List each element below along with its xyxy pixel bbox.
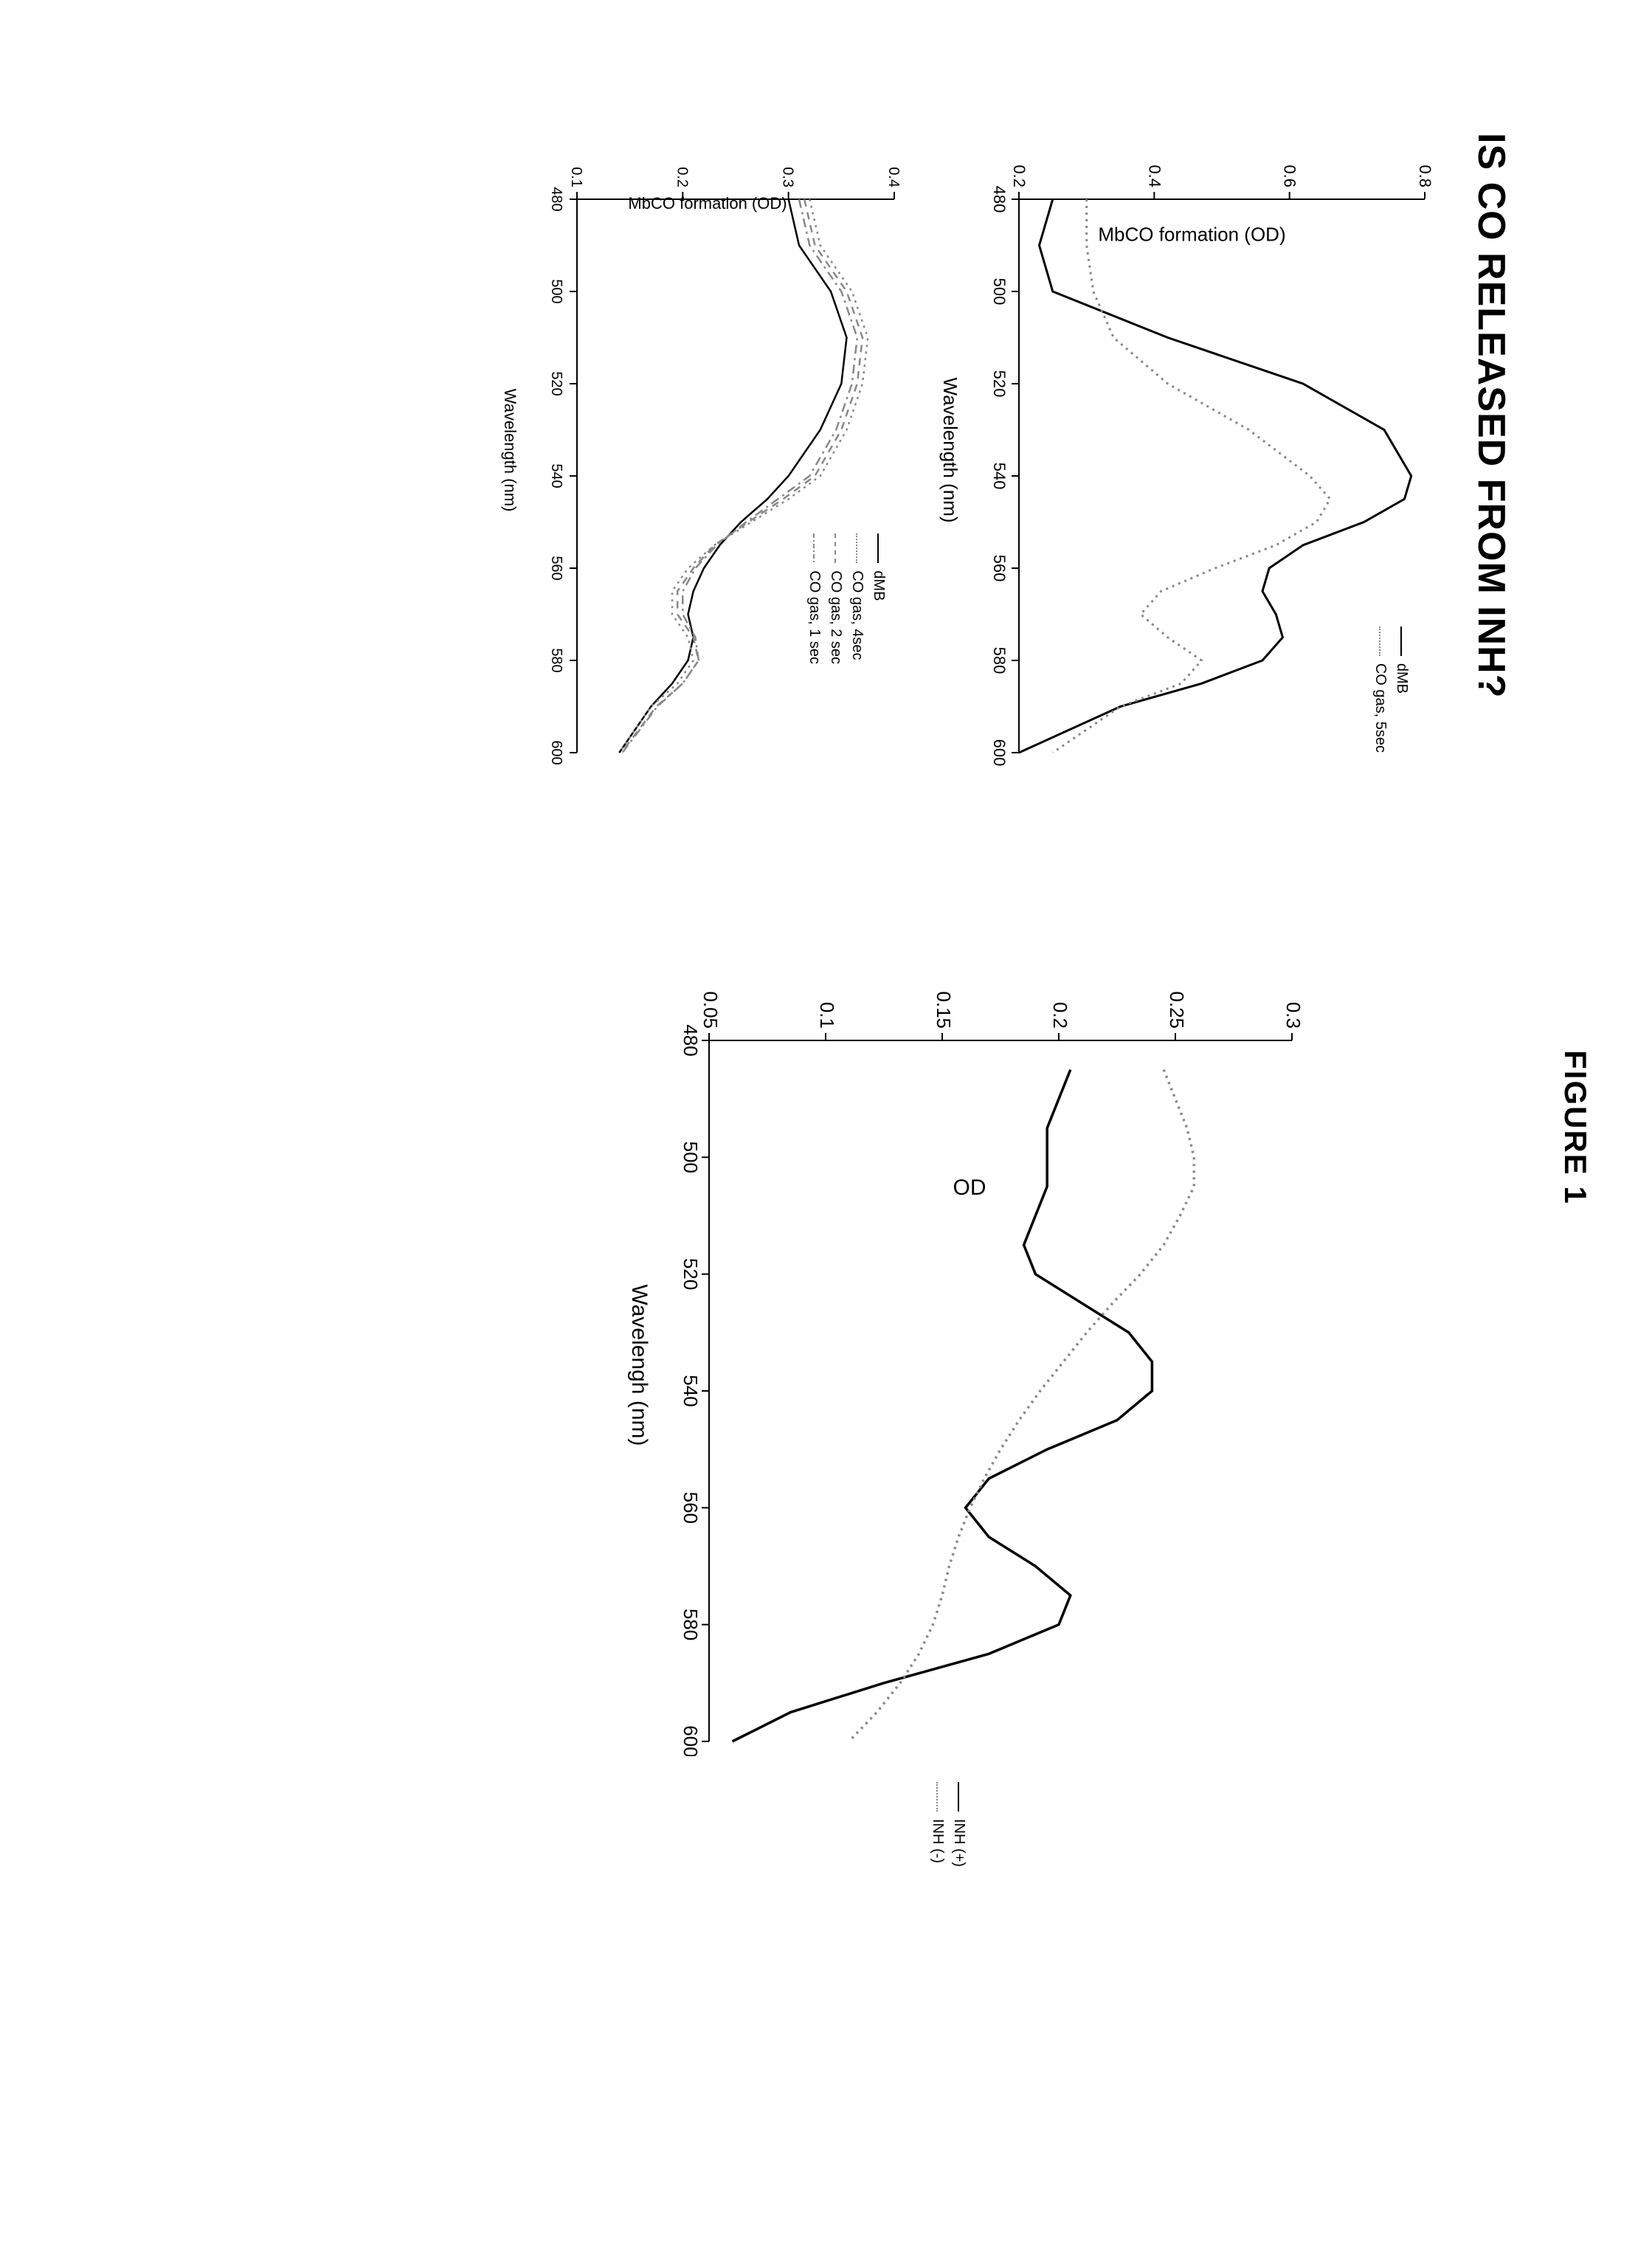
svg-text:520: 520: [990, 370, 1009, 398]
svg-text:540: 540: [680, 1375, 702, 1406]
svg-text:500: 500: [990, 278, 1009, 305]
legend: INH (+)INH (-): [925, 1782, 967, 1867]
legend-item: CO gas, 1 sec: [806, 533, 823, 664]
svg-text:520: 520: [680, 1258, 702, 1290]
svg-text:0.1: 0.1: [816, 1002, 838, 1029]
svg-text:580: 580: [680, 1609, 702, 1640]
legend-item: INH (-): [929, 1782, 946, 1867]
figure-label: FIGURE 1: [1558, 89, 1593, 2166]
svg-text:560: 560: [990, 555, 1009, 582]
charts-container: MbCO formation (OD) 480 500 520 540 560 580 600…: [500, 133, 1440, 2166]
svg-text:0.6: 0.6: [1281, 165, 1299, 187]
svg-text:520: 520: [548, 371, 564, 396]
svg-text:560: 560: [680, 1492, 702, 1524]
question-heading: IS CO RELEASED FROM INH?: [1469, 133, 1513, 2166]
legend-item: dMB: [1393, 626, 1410, 753]
svg-text:600: 600: [680, 1725, 702, 1756]
legend-item: dMB: [870, 533, 887, 664]
legend-item: INH (+): [950, 1782, 967, 1867]
svg-text:480: 480: [990, 186, 1009, 213]
svg-text:600: 600: [548, 740, 564, 764]
svg-text:540: 540: [548, 463, 564, 488]
chart-top-left: MbCO formation (OD) 480 500 520 540 560 580 600…: [939, 133, 1440, 767]
chart-right: OD 480 500 520 540 560 580 600 0.05 0.1 0.15 0.2 0.2…: [626, 974, 1307, 1756]
svg-text:0.3: 0.3: [1282, 1002, 1304, 1029]
svg-text:580: 580: [990, 647, 1009, 674]
x-axis-label: Wavelengh (nm): [626, 974, 652, 1756]
svg-text:560: 560: [548, 556, 564, 580]
x-axis-label: Wavelength (nm): [500, 133, 519, 767]
svg-text:480: 480: [548, 187, 564, 211]
svg-text:600: 600: [990, 739, 1009, 767]
svg-text:0.8: 0.8: [1416, 165, 1434, 187]
svg-text:480: 480: [680, 1024, 702, 1056]
y-axis-label: MbCO formation (OD): [573, 194, 842, 213]
svg-text:0.2: 0.2: [1049, 1002, 1071, 1029]
legend: dMB CO gas, 4sec CO gas, 2 secCO gas, 1 se…: [801, 533, 887, 664]
legend-item: CO gas, 2 sec: [827, 533, 844, 664]
svg-text:0.15: 0.15: [933, 991, 955, 1029]
legend: dMBCO gas, 5sec: [1367, 626, 1410, 753]
svg-text:580: 580: [548, 648, 564, 672]
svg-text:540: 540: [990, 463, 1009, 490]
svg-text:0.25: 0.25: [1166, 991, 1188, 1029]
svg-text:0.1: 0.1: [568, 167, 584, 187]
x-axis-label: Wavelength (nm): [939, 133, 961, 767]
svg-text:0.4: 0.4: [1145, 165, 1164, 187]
y-axis-label: MbCO formation (OD): [1027, 224, 1358, 246]
svg-text:500: 500: [548, 279, 564, 303]
svg-text:500: 500: [680, 1142, 702, 1173]
svg-text:0.2: 0.2: [1010, 165, 1029, 187]
y-axis-label: OD: [742, 1175, 1197, 1201]
legend-item: CO gas, 4sec: [849, 533, 865, 664]
svg-text:0.2: 0.2: [674, 167, 690, 187]
chart-bottom-left: MbCO formation (OD) 480 500 520 540 560 580 600…: [500, 133, 909, 767]
svg-text:0.4: 0.4: [885, 167, 902, 187]
svg-text:0.3: 0.3: [780, 167, 796, 187]
svg-text:0.05: 0.05: [699, 991, 722, 1029]
legend-item: CO gas, 5sec: [1372, 626, 1389, 753]
